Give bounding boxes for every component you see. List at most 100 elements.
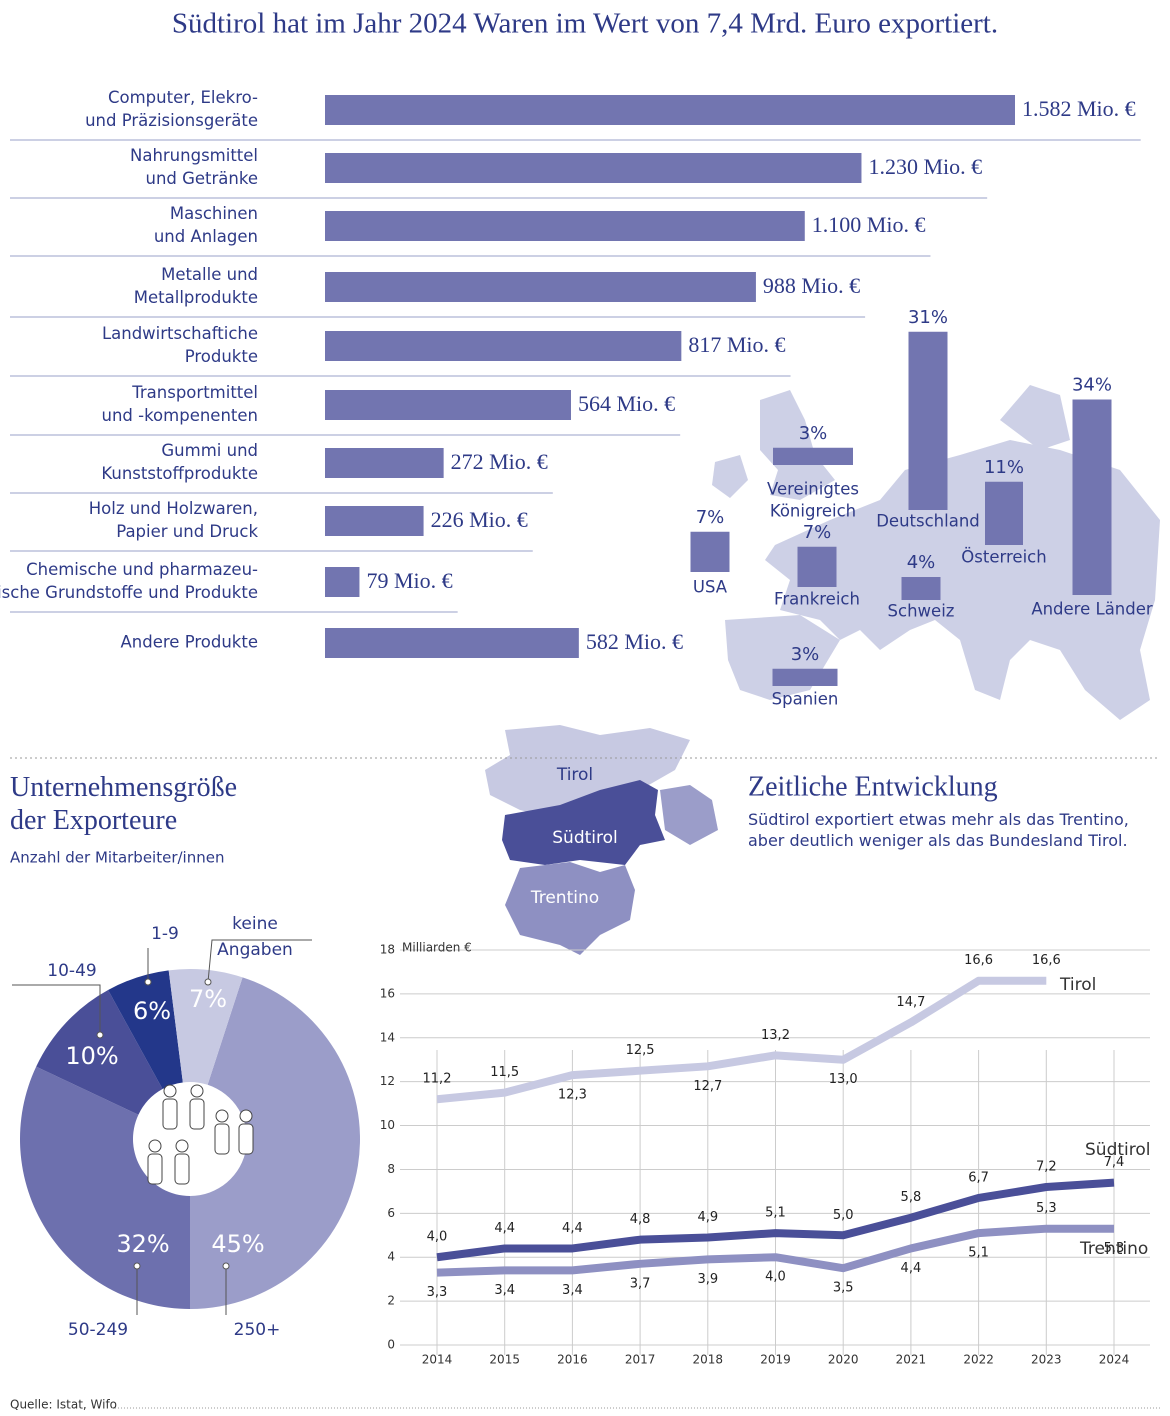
x-tick-label: 2016 bbox=[557, 1353, 588, 1367]
value-label: 7% bbox=[696, 507, 725, 528]
series-line bbox=[436, 976, 1047, 1104]
bar bbox=[325, 448, 444, 478]
icon bbox=[238, 1123, 254, 1155]
value-label: 4,4 bbox=[562, 1221, 583, 1236]
bar bbox=[908, 331, 948, 510]
value-label: 3,3 bbox=[427, 1285, 448, 1300]
y-tick-label: 12 bbox=[380, 1074, 395, 1088]
chart-title: Zeitliche Entwicklung bbox=[748, 771, 998, 802]
europe-map bbox=[712, 385, 1160, 720]
x-tick-label: 2024 bbox=[1099, 1353, 1130, 1367]
value-label: 817 Mio. € bbox=[688, 332, 785, 357]
y-tick-label: 0 bbox=[387, 1338, 395, 1352]
value-label: 1.582 Mio. € bbox=[1022, 96, 1136, 121]
value-label: 3,7 bbox=[630, 1276, 651, 1291]
category-label: Königreich bbox=[770, 502, 856, 521]
category-label: Metallprodukte bbox=[134, 288, 258, 307]
value-label: 5,3 bbox=[1104, 1241, 1125, 1256]
value-label: 5,0 bbox=[833, 1208, 854, 1223]
category-label: und -kompenenten bbox=[102, 406, 259, 425]
category-label: Papier und Druck bbox=[116, 522, 258, 541]
value-label: 45% bbox=[211, 1230, 264, 1258]
category-label: Holz und Holzwaren, bbox=[89, 499, 258, 518]
icon bbox=[175, 1139, 189, 1153]
value-label: 3,9 bbox=[697, 1272, 718, 1287]
x-tick-label: 2015 bbox=[489, 1353, 520, 1367]
value-label: 3% bbox=[799, 423, 828, 444]
value-label: 13,0 bbox=[829, 1072, 858, 1087]
bar bbox=[325, 153, 862, 183]
leader-line bbox=[12, 984, 101, 1035]
icon bbox=[147, 1153, 163, 1185]
category-label: Österreich bbox=[961, 548, 1046, 567]
value-label: 34% bbox=[1072, 375, 1112, 396]
bar bbox=[772, 668, 838, 686]
pie-slice bbox=[108, 970, 183, 1090]
chart-subtitle: Südtirol exportiert etwas mehr als das T… bbox=[748, 810, 1129, 829]
x-tick-label: 2021 bbox=[896, 1353, 927, 1367]
category-label: Andere Produkte bbox=[121, 633, 258, 652]
title: Südtirol hat im Jahr 2024 Waren im Wert … bbox=[172, 8, 998, 40]
category-label: Frankreich bbox=[774, 590, 860, 609]
y-tick-label: 10 bbox=[380, 1118, 395, 1132]
chart-title: der Exporteure bbox=[10, 805, 177, 836]
pie-slice bbox=[168, 969, 243, 1085]
value-label: 4,0 bbox=[765, 1270, 786, 1285]
x-tick-label: 2017 bbox=[625, 1353, 656, 1367]
leader-dot bbox=[204, 978, 212, 986]
x-tick-label: 2020 bbox=[828, 1353, 859, 1367]
value-label: 5,1 bbox=[765, 1206, 786, 1221]
chart-title: Unternehmensgröße bbox=[10, 772, 237, 803]
icon bbox=[148, 1139, 162, 1153]
value-label: 3,4 bbox=[562, 1283, 583, 1298]
value-label: 12,7 bbox=[693, 1079, 722, 1094]
y-tick-label: 2 bbox=[387, 1294, 395, 1308]
category-label: Produkte bbox=[185, 347, 258, 366]
value-label: 6,7 bbox=[968, 1170, 989, 1185]
icon bbox=[174, 1153, 190, 1185]
chart-subtitle: aber deutlich weniger als das Bundesland… bbox=[748, 831, 1128, 850]
series-line bbox=[436, 1224, 1114, 1277]
category-label: und Getränke bbox=[145, 169, 258, 188]
value-label: 79 Mio. € bbox=[366, 568, 452, 593]
value-label: 4,4 bbox=[901, 1261, 922, 1276]
category-label: Spanien bbox=[772, 690, 839, 709]
leader-dot bbox=[133, 1262, 141, 1270]
bar bbox=[797, 546, 837, 587]
series-name: Trentino bbox=[1079, 1239, 1148, 1259]
bar bbox=[985, 481, 1023, 545]
map-label: Trentino bbox=[530, 888, 599, 908]
series-name: Tirol bbox=[1059, 975, 1096, 995]
value-label: 7% bbox=[189, 985, 227, 1013]
bar bbox=[1072, 399, 1112, 595]
leader-dot bbox=[144, 978, 152, 986]
category-label: Andere Länder bbox=[1031, 600, 1153, 619]
value-label: 13,2 bbox=[761, 1028, 790, 1043]
icon bbox=[162, 1098, 178, 1130]
value-label: 272 Mio. € bbox=[451, 449, 548, 474]
value-label: 7% bbox=[803, 522, 832, 543]
bar bbox=[325, 272, 756, 302]
bar bbox=[901, 577, 941, 600]
y-tick-label: 4 bbox=[387, 1250, 395, 1264]
value-label: 12,3 bbox=[558, 1088, 587, 1103]
value-label: 12,5 bbox=[626, 1043, 655, 1058]
category-label: 10-49 bbox=[47, 961, 96, 981]
chart-subtitle: Anzahl der Mitarbeiter/innen bbox=[10, 849, 224, 867]
x-tick-label: 2022 bbox=[963, 1353, 994, 1367]
value-label: 226 Mio. € bbox=[431, 507, 528, 532]
icon bbox=[215, 1109, 229, 1123]
value-label: 3,4 bbox=[494, 1283, 515, 1298]
y-tick-label: 18 bbox=[380, 943, 395, 957]
value-label: 7,2 bbox=[1036, 1160, 1057, 1175]
value-label: 31% bbox=[908, 307, 948, 328]
value-label: 1.230 Mio. € bbox=[868, 154, 982, 179]
bar bbox=[773, 447, 853, 465]
category-label: Nahrungsmittel bbox=[130, 146, 258, 165]
value-label: 4,8 bbox=[630, 1212, 651, 1227]
y-tick-label: 8 bbox=[387, 1162, 395, 1176]
y-tick-label: 16 bbox=[380, 986, 395, 1000]
leader-dot bbox=[222, 1262, 230, 1270]
series-line bbox=[436, 1178, 1115, 1262]
